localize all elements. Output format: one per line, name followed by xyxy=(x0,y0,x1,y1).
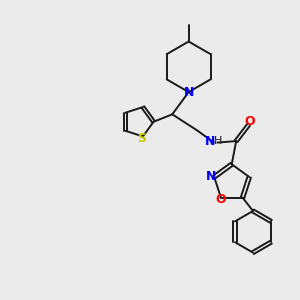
Text: H: H xyxy=(214,136,223,146)
Text: N: N xyxy=(184,85,194,98)
Text: O: O xyxy=(216,194,226,206)
Text: N: N xyxy=(205,136,215,148)
Text: N: N xyxy=(206,170,216,184)
Text: O: O xyxy=(244,115,255,128)
Text: S: S xyxy=(137,132,146,145)
